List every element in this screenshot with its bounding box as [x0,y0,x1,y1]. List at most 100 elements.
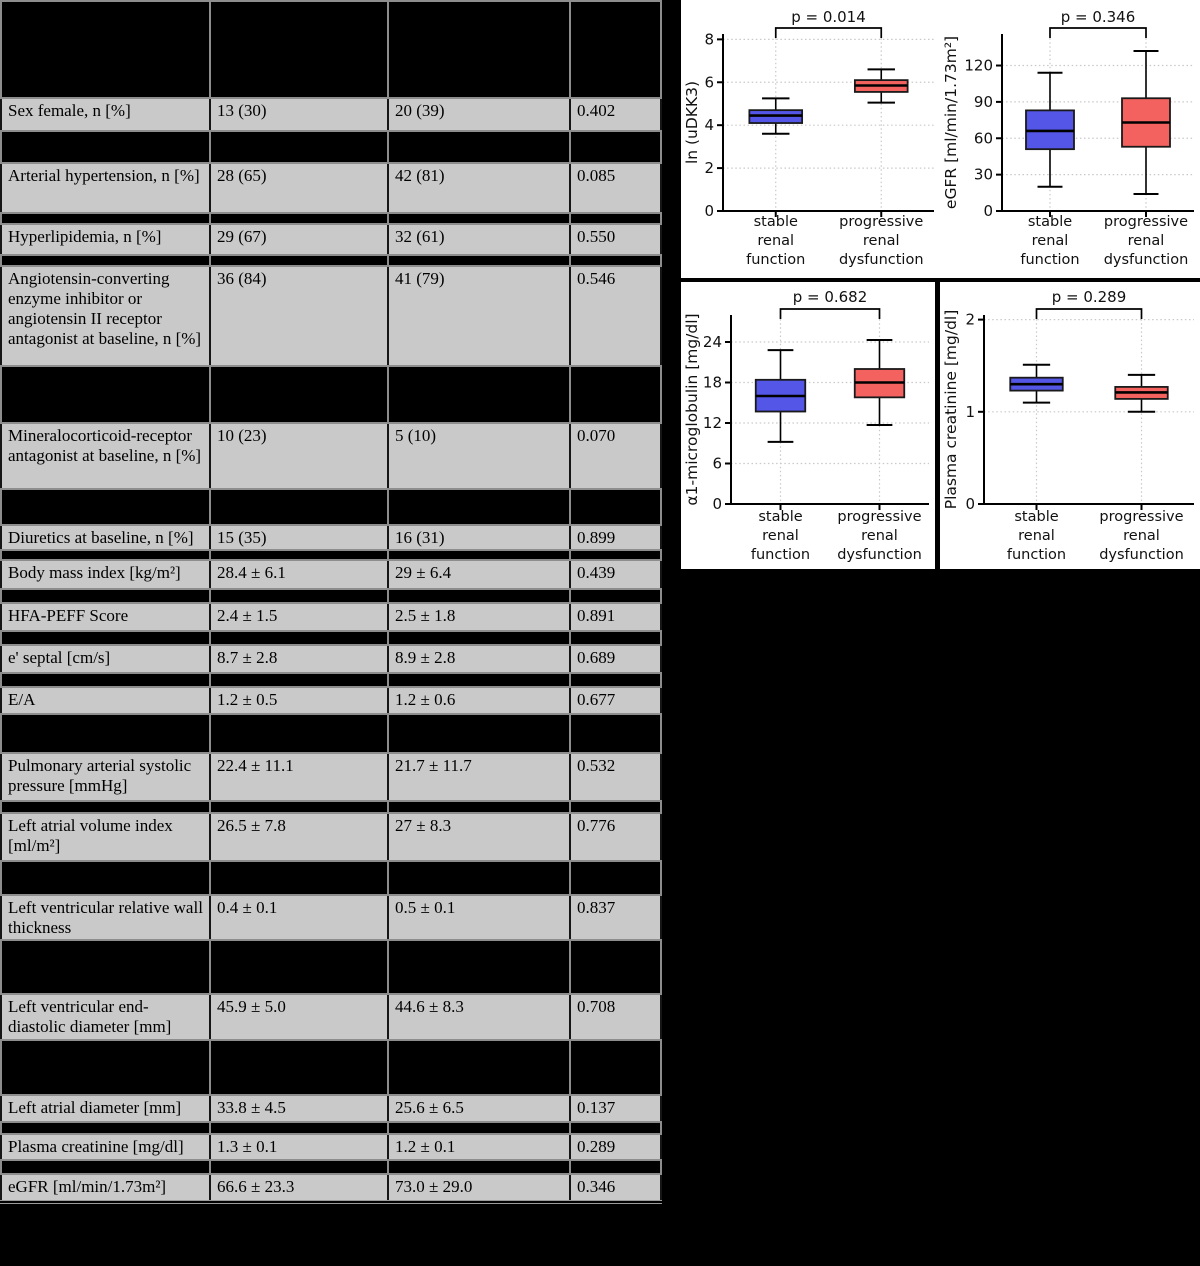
x-category-label: renal [757,233,794,249]
table-row: Plasma creatinine [mg/dl] 1.3 ± 0.1 1.2 ± … [0,1132,662,1161]
redacted-cell [0,672,211,688]
redacted-cell [569,713,662,754]
parameter-cell: Left atrial volume index [ml/m²] [0,812,211,862]
x-category-label: stable [1014,509,1058,525]
redacted-cell [387,212,571,225]
p-value-cell: 0.837 [569,894,662,941]
y-tick-label: 30 [974,166,993,184]
p-value-cell: 0.546 [569,265,662,367]
p-value-cell: 0.402 [569,97,662,132]
parameter-cell: Left ventricular relative wall thickness [0,894,211,941]
parameter-cell: Plasma creatinine [mg/dl] [0,1132,211,1161]
table-row: eGFR [ml/min/1.73m²] 66.6 ± 23.3 73.0 ± 29… [0,1172,662,1203]
x-category-label: renal [1018,528,1055,544]
parameter-cell: Sex female, n [%] [0,97,211,132]
x-category-label: renal [762,528,799,544]
redacted-row [0,254,662,267]
group2-value-cell: 29 ± 6.4 [387,559,571,590]
parameter-cell: Angiotensin-converting enzyme inhibitor … [0,265,211,367]
y-tick-label: 8 [704,30,714,48]
x-category-label: dysfunction [839,252,924,268]
redacted-cell [0,1038,211,1096]
group1-value-cell: 33.8 ± 4.5 [209,1093,389,1123]
y-tick-label: 0 [704,202,714,220]
redacted-cell [387,672,571,688]
parameter-cell: Diuretics at baseline, n [%] [0,524,211,551]
redacted-cell [387,938,571,995]
redacted-row [0,713,662,754]
group2-value-cell: 44.6 ± 8.3 [387,992,571,1041]
group1-value-cell: 1.3 ± 0.1 [209,1132,389,1161]
redacted-row [0,1038,662,1096]
parameter-cell: eGFR [ml/min/1.73m²] [0,1172,211,1203]
p-value-cell: 0.689 [569,644,662,674]
redacted-cell [209,130,389,164]
redacted-cell [0,549,211,561]
group1-value-cell: 22.4 ± 11.1 [209,752,389,802]
significance-bracket [774,27,883,38]
table: Sex female, n [%] 13 (30) 20 (39) 0.402 Arte… [0,0,662,1204]
parameter-cell: Hyperlipidemia, n [%] [0,223,211,256]
redacted-cell [0,130,211,164]
y-tick-label: 120 [964,57,993,75]
redacted-cell [569,630,662,646]
redacted-cell [569,938,662,995]
redacted-cell [387,254,571,267]
redacted-row [0,938,662,995]
p-value-cell: 0.708 [569,992,662,1041]
redacted-cell [387,488,571,526]
redacted-cell [209,1120,389,1135]
redacted-cell [387,713,571,754]
table-row: Left ventricular relative wall thickness… [0,894,662,941]
y-tick-label: 0 [712,495,722,513]
p-value-cell: 0.085 [569,162,662,214]
x-category-label: function [1020,252,1079,268]
x-category-label: renal [863,233,900,249]
p-value-label: p = 0.682 [793,288,868,306]
p-value-cell: 0.137 [569,1093,662,1123]
table-row: Angiotensin-converting enzyme inhibitor … [0,265,662,367]
parameter-cell: Arterial hypertension, n [%] [0,162,211,214]
group2-value-cell: 5 (10) [387,422,571,490]
redacted-cell [209,549,389,561]
redacted-cell [0,1158,211,1175]
redacted-cell [0,212,211,225]
p-value-cell: 0.550 [569,223,662,256]
x-category-label: stable [754,214,798,230]
y-tick-label: 90 [974,93,993,111]
boxplot-plasma-creatinine: 0 1 2 Plasma creatinine [mg/dl] p = 0.289 sta… [942,288,1194,563]
redacted-cell [209,212,389,225]
x-category-label: progressive [837,509,921,525]
redacted-cell [387,130,571,164]
y-axis-label: eGFR [ml/min/1.73m²] [942,36,960,209]
parameter-cell: e' septal [cm/s] [0,644,211,674]
p-value-cell: 0.776 [569,812,662,862]
parameter-cell: Mineralocorticoid-receptor antagonist at… [0,422,211,490]
redacted-row [0,1120,662,1135]
redacted-cell [209,0,389,99]
redacted-row [0,588,662,604]
p-value-label: p = 0.346 [1061,8,1136,26]
redacted-cell [569,0,662,99]
x-category-label: progressive [1104,214,1188,230]
table-row: Left atrial volume index [ml/m²] 26.5 ± 7… [0,812,662,862]
group1-value-cell: 66.6 ± 23.3 [209,1172,389,1203]
redacted-row [0,630,662,646]
redacted-cell [0,488,211,526]
group1-value-cell: 26.5 ± 7.8 [209,812,389,862]
redacted-row [0,212,662,225]
x-category-label: dysfunction [1104,252,1189,268]
redacted-row [0,365,662,424]
significance-bracket [1035,308,1143,319]
redacted-cell [209,1038,389,1096]
group2-value-cell: 1.2 ± 0.1 [387,1132,571,1161]
table-row: E/A 1.2 ± 0.5 1.2 ± 0.6 0.677 [0,686,662,715]
table-row: Mineralocorticoid-receptor antagonist at… [0,422,662,490]
redacted-cell [569,588,662,604]
x-category-label: renal [861,528,898,544]
y-tick-label: 6 [712,455,722,473]
redacted-cell [569,860,662,896]
